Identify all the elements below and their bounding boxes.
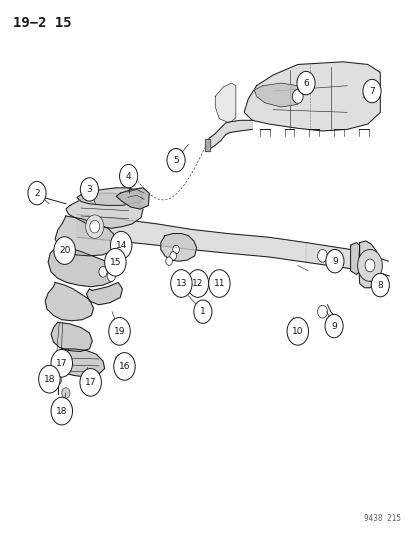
Polygon shape	[66, 193, 143, 228]
Polygon shape	[305, 243, 350, 269]
Circle shape	[90, 220, 100, 233]
Circle shape	[51, 350, 72, 377]
Circle shape	[107, 271, 115, 281]
Text: 2: 2	[34, 189, 40, 198]
Circle shape	[292, 90, 302, 103]
Circle shape	[54, 237, 75, 264]
Polygon shape	[350, 243, 359, 274]
Polygon shape	[48, 246, 114, 287]
Circle shape	[208, 270, 230, 297]
Circle shape	[324, 314, 342, 338]
Polygon shape	[51, 322, 92, 352]
Circle shape	[317, 249, 327, 262]
Text: 9438 215: 9438 215	[363, 514, 400, 523]
Circle shape	[109, 318, 130, 345]
Text: 15: 15	[109, 258, 121, 266]
Text: 1: 1	[199, 307, 205, 316]
Circle shape	[286, 318, 308, 345]
Text: 9: 9	[330, 321, 336, 330]
Circle shape	[170, 270, 192, 297]
Circle shape	[317, 305, 327, 318]
Polygon shape	[204, 139, 210, 151]
Polygon shape	[45, 282, 93, 321]
Text: 14: 14	[115, 241, 126, 250]
Text: 10: 10	[291, 327, 303, 336]
Circle shape	[80, 177, 98, 201]
Text: 5: 5	[173, 156, 178, 165]
Text: 18: 18	[56, 407, 67, 416]
Circle shape	[172, 245, 179, 254]
Polygon shape	[53, 349, 104, 377]
Polygon shape	[77, 188, 143, 205]
Circle shape	[364, 259, 374, 272]
Circle shape	[119, 165, 138, 188]
Text: 19−2 15: 19−2 15	[13, 15, 71, 29]
Text: 16: 16	[119, 362, 130, 371]
Polygon shape	[254, 83, 297, 107]
Text: 20: 20	[59, 246, 70, 255]
Circle shape	[28, 181, 46, 205]
Text: 18: 18	[43, 375, 55, 384]
Text: 11: 11	[213, 279, 225, 288]
Circle shape	[99, 266, 107, 277]
Polygon shape	[215, 83, 235, 123]
Text: 17: 17	[85, 378, 96, 387]
Circle shape	[165, 257, 172, 265]
Circle shape	[38, 366, 60, 393]
Text: 4: 4	[126, 172, 131, 181]
Circle shape	[187, 270, 208, 297]
Polygon shape	[358, 241, 380, 288]
Text: 9: 9	[331, 257, 337, 265]
Circle shape	[85, 215, 104, 238]
Text: 13: 13	[175, 279, 187, 288]
Polygon shape	[77, 214, 305, 262]
Circle shape	[169, 252, 176, 260]
Text: 17: 17	[56, 359, 67, 368]
Polygon shape	[160, 233, 196, 261]
Circle shape	[110, 231, 132, 259]
Circle shape	[362, 79, 380, 103]
Circle shape	[53, 374, 62, 384]
Circle shape	[370, 273, 389, 297]
Circle shape	[193, 300, 211, 324]
Circle shape	[296, 71, 314, 95]
Polygon shape	[206, 120, 252, 151]
Circle shape	[114, 353, 135, 380]
Polygon shape	[244, 62, 380, 131]
Circle shape	[104, 248, 126, 276]
Polygon shape	[116, 188, 149, 209]
Circle shape	[51, 397, 72, 425]
Polygon shape	[86, 282, 122, 305]
Circle shape	[166, 149, 185, 172]
Polygon shape	[55, 216, 116, 256]
Text: 3: 3	[86, 185, 92, 194]
Circle shape	[62, 387, 70, 398]
Text: 6: 6	[302, 78, 308, 87]
Circle shape	[357, 249, 382, 281]
Text: 7: 7	[368, 86, 374, 95]
Text: 19: 19	[114, 327, 125, 336]
Circle shape	[80, 368, 101, 396]
Text: 8: 8	[377, 280, 382, 289]
Text: 12: 12	[192, 279, 203, 288]
Circle shape	[325, 249, 343, 273]
